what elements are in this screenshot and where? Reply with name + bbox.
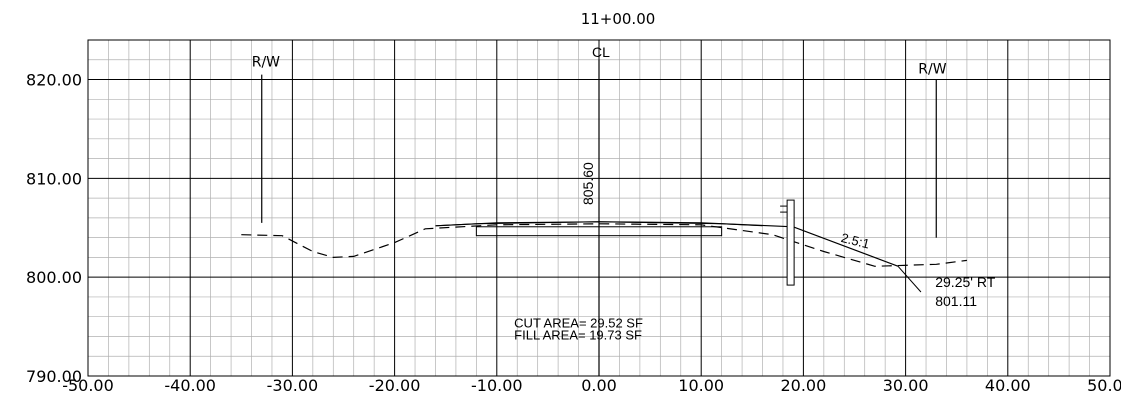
cut-area-label: CUT AREA= 29.52 SF <box>514 316 643 331</box>
y-tick-label: 820.00 <box>26 71 82 90</box>
x-tick-label: 0.00 <box>581 376 617 395</box>
centerline-label: CL <box>592 44 610 60</box>
y-tick-label: 790.00 <box>26 367 82 386</box>
x-axis-tick-labels: -50.00 -40.00 -30.00 -20.00 -10.00 0.00 10.00 2… <box>62 376 1121 395</box>
catch-point-offset-label: 29.25' RT <box>935 274 995 290</box>
y-tick-label: 800.00 <box>26 268 82 287</box>
curb-wall <box>786 199 795 286</box>
x-tick-label: 30.00 <box>883 376 929 395</box>
y-tick-label: 810.00 <box>26 169 82 188</box>
y-axis-tick-labels: 820.00 810.00 800.00 790.00 <box>26 71 82 386</box>
x-tick-label: -50.00 <box>62 376 114 395</box>
fill-area-label: FILL AREA= 19.73 SF <box>514 327 642 342</box>
right-of-way-left-label: R/W <box>252 55 280 71</box>
catch-point-leader <box>897 265 922 293</box>
x-tick-label: 20.00 <box>780 376 826 395</box>
catch-point-elevation-label: 801.11 <box>935 293 977 309</box>
section-features <box>241 59 967 376</box>
existing-ground-line <box>241 223 967 267</box>
station-title: 11+00.00 <box>581 10 656 28</box>
x-tick-label: -20.00 <box>369 376 421 395</box>
x-tick-label: 40.00 <box>985 376 1031 395</box>
slope-label: 2.5:1 <box>839 230 871 252</box>
x-tick-label: -10.00 <box>471 376 523 395</box>
x-tick-label: -30.00 <box>267 376 319 395</box>
right-of-way-right-label: R/W <box>918 62 946 78</box>
x-tick-label: -40.00 <box>164 376 216 395</box>
centerline-elevation-label: 805.60 <box>580 162 596 205</box>
x-tick-label: 10.00 <box>678 376 724 395</box>
proposed-grade-line <box>435 221 899 267</box>
x-tick-label: 50.00 <box>1087 376 1121 395</box>
